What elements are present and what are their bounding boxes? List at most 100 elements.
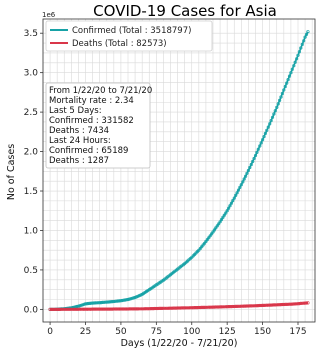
legend-box — [45, 20, 213, 52]
plot-frame — [42, 18, 316, 323]
data-point-confirmed — [120, 298, 124, 303]
data-point-deaths — [299, 301, 303, 306]
x-tick-label: 125 — [219, 327, 236, 337]
data-point-deaths — [195, 306, 199, 310]
data-point-confirmed — [231, 199, 235, 203]
data-point-deaths — [280, 302, 285, 307]
data-point-confirmed — [215, 224, 219, 228]
data-point-confirmed — [85, 302, 89, 306]
data-point-deaths — [231, 304, 235, 309]
data-point-confirmed — [238, 185, 242, 189]
data-point-deaths — [153, 306, 157, 311]
stats-box — [45, 82, 151, 169]
data-point-deaths — [205, 305, 209, 309]
data-point-confirmed — [81, 303, 85, 307]
data-point-confirmed — [236, 188, 241, 192]
data-point-confirmed — [205, 238, 209, 242]
legend: Confirmed (Total : 3518797) Deaths (Tota… — [45, 20, 213, 52]
data-point-confirmed — [78, 304, 82, 308]
data-point-confirmed — [249, 162, 253, 167]
data-point-confirmed — [270, 115, 275, 119]
data-point-confirmed — [261, 138, 265, 142]
data-point-confirmed — [86, 301, 90, 306]
data-point-confirmed — [283, 84, 287, 89]
data-point-confirmed — [290, 67, 294, 71]
legend-label-confirmed: Confirmed (Total : 3518797) — [72, 26, 191, 36]
data-point-confirmed — [119, 299, 123, 303]
data-point-confirmed — [287, 74, 292, 78]
data-point-confirmed — [212, 228, 216, 232]
data-point-confirmed — [246, 168, 250, 173]
stats-line-last5-deaths: Deaths : 7434 — [49, 126, 109, 136]
data-point-confirmed — [252, 156, 256, 161]
x-tick-label: 100 — [183, 327, 200, 337]
data-point-deaths — [178, 306, 182, 310]
data-point-confirmed — [268, 122, 272, 126]
data-point-confirmed — [306, 30, 310, 34]
data-point-confirmed — [282, 88, 286, 92]
data-point-confirmed — [218, 220, 222, 224]
data-point-deaths — [263, 303, 268, 307]
data-point-confirmed — [285, 81, 289, 85]
data-point-confirmed — [241, 180, 245, 184]
data-point-confirmed — [289, 71, 293, 75]
data-point-confirmed — [224, 211, 228, 215]
data-point-confirmed — [269, 118, 273, 123]
data-point-confirmed — [229, 201, 233, 205]
y-tick-label: 2.5 — [24, 108, 38, 118]
data-point-deaths — [170, 306, 174, 310]
data-point-deaths — [127, 307, 131, 311]
data-point-deaths — [102, 307, 106, 311]
data-point-confirmed — [93, 301, 97, 305]
data-point-confirmed — [79, 303, 83, 307]
y-tick-label: 0.5 — [24, 266, 38, 276]
data-point-confirmed — [263, 131, 268, 135]
data-point-confirmed — [259, 141, 263, 145]
data-point-confirmed — [273, 109, 277, 113]
data-point-confirmed — [112, 299, 116, 304]
data-point-deaths — [144, 307, 148, 311]
data-point-deaths — [85, 307, 89, 311]
data-point-deaths — [273, 303, 277, 307]
data-point-deaths — [246, 304, 250, 308]
data-point-confirmed — [266, 125, 270, 129]
data-point-confirmed — [275, 105, 279, 109]
stats-line-last5-heading: Last 5 Days: — [49, 106, 102, 116]
data-point-deaths — [197, 305, 201, 310]
data-point-confirmed — [232, 196, 236, 200]
data-point-confirmed — [296, 53, 300, 57]
tick-layer: 0 25 50 75 100 125 150 175 0.0 0.5 1.0 1.5 2.0 2.5 3.0… — [24, 29, 307, 337]
x-tick-label: 175 — [289, 327, 306, 337]
stats-line-last5-confirmed: Confirmed : 331582 — [49, 116, 134, 126]
data-point-deaths — [146, 307, 150, 311]
data-point-confirmed — [255, 150, 259, 154]
chart-title: COVID-19 Cases for Asia — [93, 2, 277, 20]
data-point-deaths — [212, 305, 216, 309]
x-tick-label: 50 — [115, 327, 127, 337]
data-point-confirmed — [124, 298, 129, 302]
data-point-confirmed — [234, 193, 238, 197]
data-point-confirmed — [102, 300, 106, 304]
data-point-deaths — [161, 306, 165, 310]
data-point-confirmed — [248, 165, 252, 170]
data-point-deaths — [272, 303, 276, 307]
data-point-confirmed — [103, 300, 107, 304]
data-point-deaths — [256, 304, 260, 308]
data-point-confirmed — [76, 304, 80, 308]
stats-line-mortality: Mortality rate : 2.34 — [49, 96, 134, 106]
data-point-confirmed — [126, 297, 130, 302]
legend-label-deaths: Deaths (Total : 82573) — [72, 39, 167, 49]
data-point-deaths — [59, 307, 64, 311]
data-point-confirmed — [253, 153, 258, 158]
series-line-confirmed — [50, 31, 309, 311]
data-point-deaths — [204, 305, 208, 309]
y-tick-label: 2.0 — [24, 148, 39, 158]
data-point-confirmed — [82, 302, 86, 306]
data-point-deaths — [154, 306, 158, 311]
data-point-deaths — [265, 303, 269, 307]
data-point-confirmed — [286, 77, 290, 82]
data-point-confirmed — [245, 171, 249, 175]
data-point-confirmed — [300, 42, 304, 47]
data-point-confirmed — [299, 46, 303, 50]
data-point-confirmed — [292, 64, 296, 68]
